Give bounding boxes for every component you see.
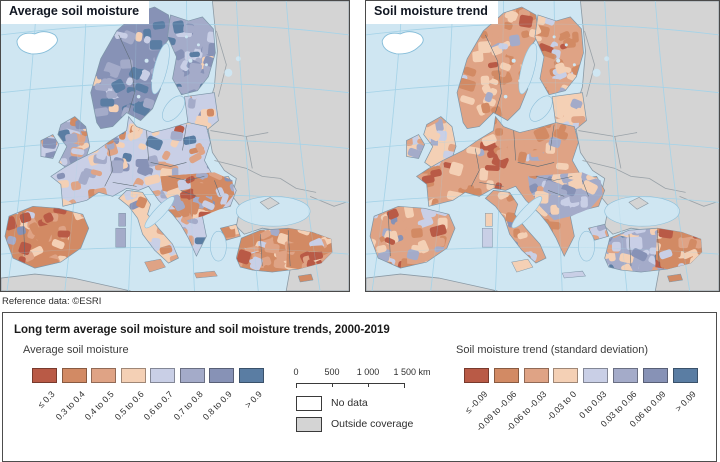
average-legend-label: Average soil moisture xyxy=(23,344,129,356)
legend-title: Long term average soil moisture and soil… xyxy=(14,324,390,336)
scale-bar-label-0: 0 xyxy=(293,367,299,377)
trend-class-label-7: > 0.09 xyxy=(673,389,698,414)
map-average-canvas xyxy=(1,1,349,291)
average-class-label-1: 0.3 to 0.4 xyxy=(53,389,87,423)
scale-bar-tick-3 xyxy=(404,383,406,388)
average-swatch-2 xyxy=(91,368,116,383)
map-trend-canvas xyxy=(366,1,719,291)
scale-bar-label-1: 500 xyxy=(324,367,340,377)
average-swatch-3 xyxy=(120,368,146,383)
trend-swatch-3 xyxy=(553,368,579,383)
trend-class-label-0: ≤ -0.09 xyxy=(462,389,490,416)
average-class-label-3: 0.5 to 0.6 xyxy=(112,389,146,423)
average-class-label-4: 0.6 to 0.7 xyxy=(142,389,176,423)
outside-coverage-swatch xyxy=(296,417,322,432)
trend-swatch-6 xyxy=(642,368,668,383)
trend-swatch-5 xyxy=(613,368,638,383)
trend-legend-label: Soil moisture trend (standard deviation) xyxy=(456,344,648,356)
average-class-label-5: 0.7 to 0.8 xyxy=(171,389,205,423)
legend-panel: Long term average soil moisture and soil… xyxy=(2,312,717,462)
map-title-average: Average soil moisture xyxy=(1,1,150,24)
map-soil-moisture-trend: Soil moisture trend xyxy=(365,0,720,292)
average-swatch-4 xyxy=(150,368,175,383)
no-data-swatch xyxy=(296,396,322,411)
scale-bar-tick-1 xyxy=(332,383,334,387)
trend-swatch-0 xyxy=(464,368,489,383)
scale-bar-tick-0 xyxy=(296,383,298,388)
no-data-label: No data xyxy=(331,397,368,409)
average-class-label-2: 0.4 to 0.5 xyxy=(83,389,117,423)
trend-swatch-2 xyxy=(523,368,549,383)
outside-coverage-label: Outside coverage xyxy=(331,418,414,430)
average-swatch-1 xyxy=(61,368,87,383)
average-class-label-7: > 0.9 xyxy=(242,389,264,411)
trend-swatch-1 xyxy=(493,368,519,383)
scale-bar-label-2: 1 000 xyxy=(356,367,380,377)
scale-bar-line xyxy=(296,383,404,385)
map-average-soil-moisture: Average soil moisture xyxy=(0,0,350,292)
average-swatch-7 xyxy=(238,368,264,383)
average-class-label-6: 0.8 to 0.9 xyxy=(201,389,235,423)
average-swatch-5 xyxy=(179,368,205,383)
trend-class-label-3: -0.03 to 0 xyxy=(545,389,579,423)
average-swatch-6 xyxy=(209,368,234,383)
scale-bar-label-3: 1 500 km xyxy=(393,367,431,377)
trend-swatch-4 xyxy=(583,368,609,383)
average-class-label-0: ≤ 0.3 xyxy=(36,389,58,410)
average-swatch-0 xyxy=(32,368,57,383)
map-title-trend: Soil moisture trend xyxy=(366,1,498,24)
reference-data-note: Reference data: ©ESRI xyxy=(2,296,102,307)
trend-swatch-7 xyxy=(672,368,698,383)
scale-bar-tick-2 xyxy=(368,383,370,387)
